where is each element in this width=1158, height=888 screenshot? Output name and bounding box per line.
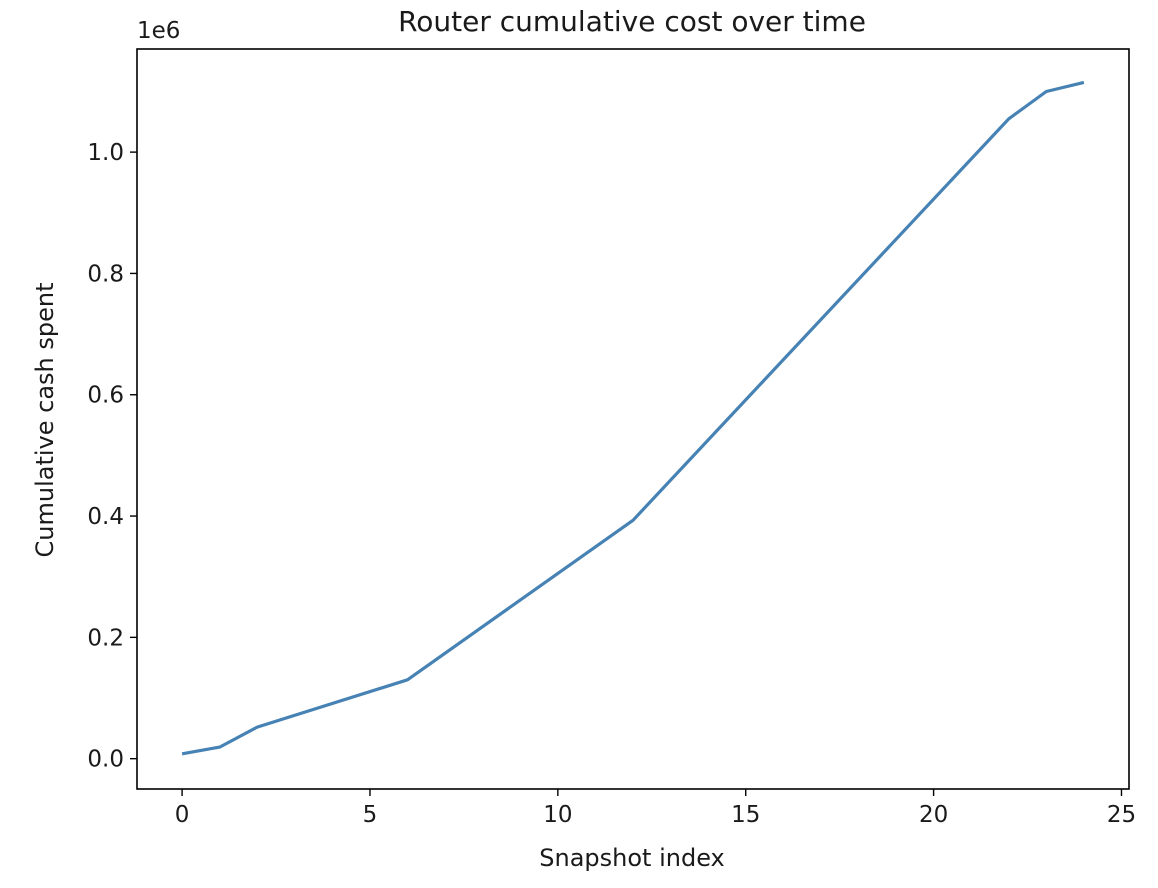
x-axis-label: Snapshot index xyxy=(539,844,724,872)
plot-frame xyxy=(136,48,1130,790)
x-axis-ticks: 0 5 10 15 20 25 xyxy=(175,789,1136,828)
x-tick-label: 0 xyxy=(175,802,190,828)
y-axis-label: Cumulative cash spent xyxy=(31,283,59,558)
y-tick-label: 0.8 xyxy=(87,261,124,287)
y-tick-label: 0.0 xyxy=(87,747,124,773)
x-tick-label: 20 xyxy=(919,802,948,828)
series-lines xyxy=(181,80,1085,756)
series-line-0 xyxy=(181,80,1085,756)
chart-title: Router cumulative cost over time xyxy=(398,5,866,38)
y-tick-label: 1.0 xyxy=(87,140,124,166)
x-tick-label: 5 xyxy=(363,802,378,828)
y-tick-label: 0.6 xyxy=(87,383,124,409)
y-axis-ticks: 0.0 0.2 0.4 0.6 0.8 1.0 xyxy=(87,140,137,773)
y-tick-label: 0.2 xyxy=(87,625,124,651)
x-tick-label: 25 xyxy=(1107,802,1136,828)
y-tick-label: 0.4 xyxy=(87,504,124,530)
x-tick-label: 10 xyxy=(543,802,572,828)
x-tick-label: 15 xyxy=(731,802,760,828)
y-axis-offset-label: 1e6 xyxy=(137,18,180,44)
